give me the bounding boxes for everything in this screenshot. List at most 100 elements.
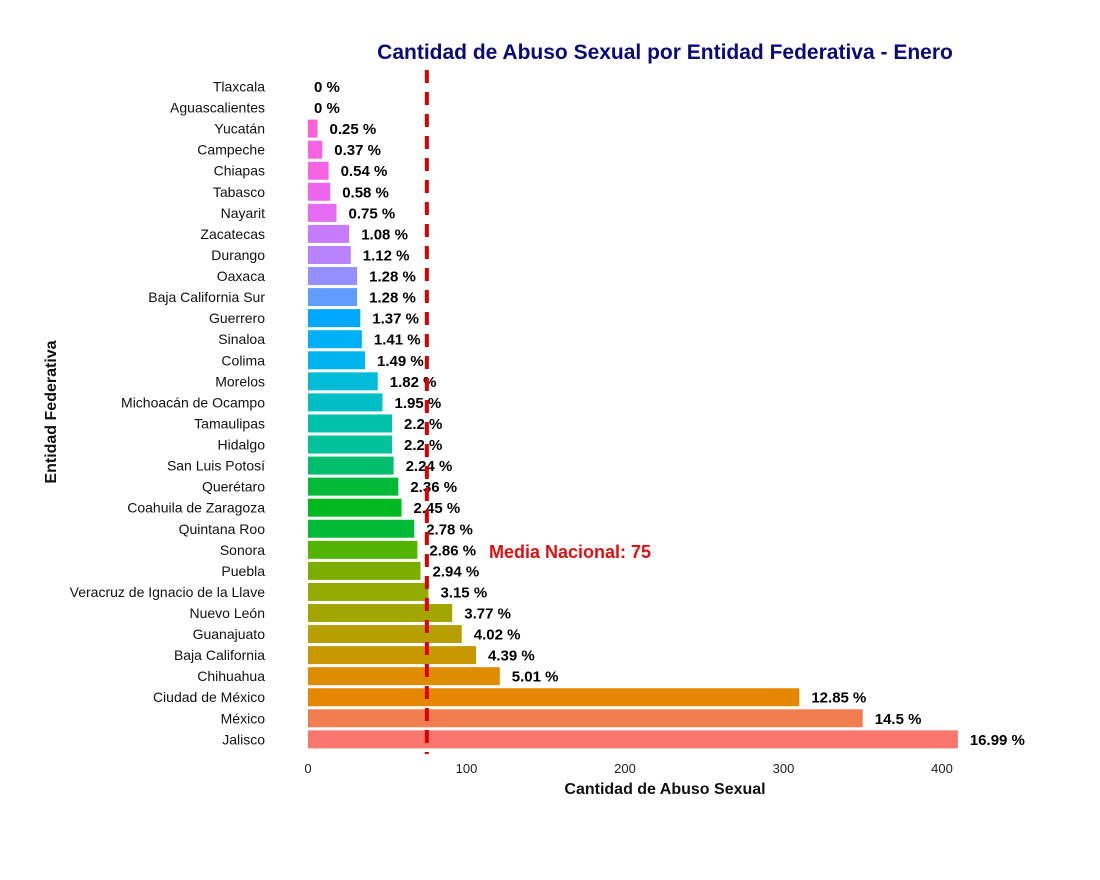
value-label: 1.08 %: [361, 226, 408, 243]
category-label: Tlaxcala: [213, 79, 265, 95]
category-label: Zacatecas: [200, 226, 265, 242]
value-label: 2.86 %: [429, 542, 476, 559]
x-tick-label: 0: [304, 761, 311, 776]
bar: [308, 478, 398, 496]
category-label: Coahuila de Zaragoza: [127, 500, 265, 516]
x-tick-label: 100: [456, 761, 478, 776]
bar: [308, 309, 360, 327]
category-label: Puebla: [221, 563, 265, 579]
value-label: 16.99 %: [970, 732, 1025, 749]
category-label: Guerrero: [209, 310, 265, 326]
bar: [308, 562, 421, 580]
value-label: 4.39 %: [488, 648, 535, 665]
category-label: Quintana Roo: [179, 521, 266, 537]
value-label: 0.54 %: [341, 163, 388, 180]
category-label: Sinaloa: [218, 331, 265, 347]
bar: [308, 436, 392, 454]
bar: [308, 499, 402, 517]
value-label: 2.94 %: [433, 563, 480, 580]
value-label: 0.75 %: [349, 205, 396, 222]
value-label: 0 %: [314, 79, 340, 96]
value-label: 4.02 %: [474, 627, 521, 644]
value-label: 1.28 %: [369, 290, 416, 307]
x-axis-ticks: 0 100 200 300 400: [304, 761, 952, 776]
mean-label: Media Nacional: 75: [489, 542, 651, 562]
category-label: Baja California: [174, 647, 265, 663]
category-label: San Luis Potosí: [167, 458, 265, 474]
category-label: Durango: [211, 247, 265, 263]
category-label: Nuevo León: [189, 605, 265, 621]
bar: [308, 541, 417, 559]
bar: [308, 267, 357, 285]
x-tick-label: 300: [773, 761, 795, 776]
category-label: Nayarit: [221, 205, 265, 221]
value-label: 1.49 %: [377, 353, 424, 370]
category-label: Guanajuato: [193, 626, 266, 642]
value-label: 1.95 %: [394, 395, 441, 412]
value-label: 1.41 %: [374, 332, 421, 349]
value-label: 5.01 %: [512, 669, 559, 686]
bar: [308, 204, 337, 222]
value-label: 1.82 %: [390, 374, 437, 391]
bar: [308, 414, 392, 432]
bar: [308, 625, 462, 643]
bar: [308, 520, 414, 538]
value-label: 2.36 %: [410, 479, 457, 496]
bar: [308, 330, 362, 348]
bar: [308, 225, 349, 243]
category-label: Baja California Sur: [148, 289, 265, 305]
bar: [308, 288, 357, 306]
category-label: Querétaro: [202, 479, 265, 495]
value-label: 1.37 %: [372, 311, 419, 328]
category-label: Morelos: [215, 373, 265, 389]
category-label: Tabasco: [213, 184, 265, 200]
bar: [308, 372, 378, 390]
bar: [308, 646, 476, 664]
bar: [308, 604, 452, 622]
value-label: 0 %: [314, 100, 340, 117]
bars: [308, 120, 958, 749]
bar: [308, 583, 428, 601]
category-label: Michoacán de Ocampo: [121, 394, 265, 410]
category-label: Veracruz de Ignacio de la Llave: [70, 584, 266, 600]
value-label: 2.45 %: [414, 500, 461, 517]
value-label: 3.15 %: [440, 584, 487, 601]
category-label: Chiapas: [214, 163, 265, 179]
category-label: Colima: [221, 352, 265, 368]
category-label: Hidalgo: [218, 437, 266, 453]
x-axis-title: Cantidad de Abuso Sexual: [564, 781, 765, 798]
value-label: 2.2 %: [404, 437, 442, 454]
category-label: Aguascalientes: [170, 100, 265, 116]
x-tick-label: 200: [614, 761, 636, 776]
value-label: 12.85 %: [811, 690, 866, 707]
y-axis-title: Entidad Federativa: [43, 340, 60, 483]
value-label: 0.25 %: [330, 121, 377, 138]
bar: [308, 709, 863, 727]
value-label: 0.58 %: [342, 184, 389, 201]
category-label: Campeche: [197, 142, 265, 158]
bar: [308, 141, 322, 159]
category-labels: Tlaxcala Aguascalientes Yucatán Campeche Chi…: [70, 79, 266, 748]
bar: [308, 246, 351, 264]
category-label: Chihuahua: [197, 668, 265, 684]
bar: [308, 667, 500, 685]
bar: [308, 457, 394, 475]
category-label: Ciudad de México: [153, 689, 265, 705]
x-tick-label: 400: [931, 761, 953, 776]
bar: [308, 688, 799, 706]
value-label: 2.2 %: [404, 416, 442, 433]
category-label: Oaxaca: [217, 268, 265, 284]
bar: [308, 730, 958, 748]
value-label: 0.37 %: [334, 142, 381, 159]
value-label: 1.28 %: [369, 269, 416, 286]
bar: [308, 120, 318, 138]
category-label: México: [221, 710, 266, 726]
category-label: Sonora: [220, 542, 265, 558]
value-label: 1.12 %: [363, 247, 410, 264]
bar: [308, 162, 329, 180]
category-label: Jalisco: [222, 731, 265, 747]
value-label: 2.24 %: [406, 458, 453, 475]
category-label: Yucatán: [214, 121, 265, 137]
chart-title: Cantidad de Abuso Sexual por Entidad Fed…: [377, 41, 953, 64]
